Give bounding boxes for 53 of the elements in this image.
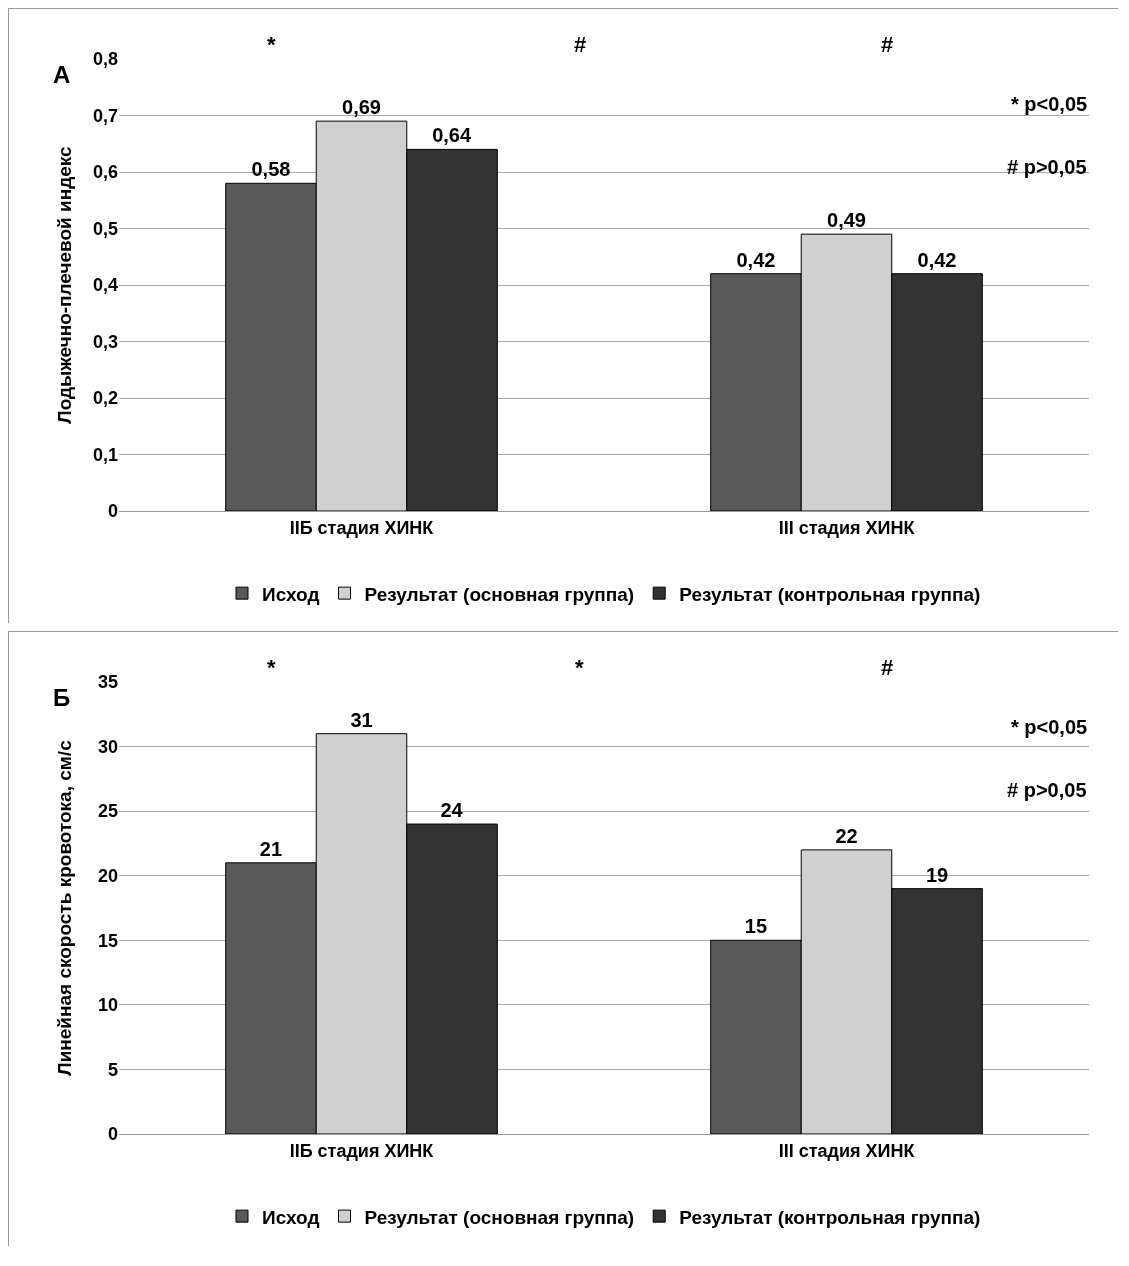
- y-axis-title: Лодыжечно-плечевой индекс: [54, 145, 75, 424]
- data-label: 19: [925, 863, 949, 886]
- x-tick-label: III стадия ХИНК: [778, 517, 916, 538]
- y-tick-label: 0,3: [92, 331, 118, 352]
- y-tick-label: 0,1: [92, 444, 118, 465]
- y-tick-label: 0: [107, 1124, 118, 1145]
- y-tick-label: 10: [97, 995, 118, 1016]
- y-tick-label: 0,5: [92, 218, 118, 239]
- legend-label: Результат (контрольная группа): [679, 583, 981, 605]
- data-label: 31: [350, 708, 373, 731]
- y-axis-title: Линейная скорость кровотока, см/с: [54, 739, 75, 1076]
- y-tick-label: 15: [97, 930, 118, 951]
- legend-label: Результат (основная группа): [364, 1206, 635, 1228]
- x-tick-label: III стадия ХИНК: [778, 1140, 916, 1161]
- data-label: 21: [259, 837, 283, 860]
- y-tick-label: 0,8: [92, 49, 118, 70]
- y-tick-label: 35: [97, 672, 118, 693]
- y-tick-label: 0,7: [92, 105, 118, 126]
- text: 0,64: [432, 124, 472, 147]
- y-tick-label: 0: [107, 501, 118, 522]
- data-label: 24: [440, 799, 464, 822]
- y-tick-label: 20: [97, 866, 118, 887]
- text: *: [267, 32, 276, 57]
- legend-label: Исход: [262, 583, 320, 605]
- y-tick-label: 0,4: [92, 275, 118, 296]
- annotation: # p>0,05: [1007, 156, 1087, 178]
- chart-title: Б: [53, 684, 71, 711]
- legend-label: Результат (контрольная группа): [679, 1206, 981, 1228]
- text: *: [267, 655, 276, 680]
- y-tick-label: 0,2: [92, 388, 118, 409]
- annotation: # p>0,05: [1007, 779, 1087, 801]
- annotation: * p<0,05: [1011, 716, 1088, 738]
- x-tick-label: IIБ стадия ХИНК: [289, 1140, 435, 1161]
- text: 0,58: [251, 158, 291, 181]
- x-tick-label: IIБ стадия ХИНК: [289, 517, 435, 538]
- text: #: [881, 32, 894, 57]
- y-tick-label: 0,6: [92, 162, 118, 183]
- chart-title: А: [53, 61, 71, 88]
- text: 0,42: [736, 248, 776, 271]
- annotation: * p<0,05: [1011, 93, 1088, 115]
- y-tick-label: 25: [97, 801, 118, 822]
- text: 0,42: [917, 248, 957, 271]
- legend-label: Результат (основная группа): [364, 583, 635, 605]
- text: #: [574, 32, 587, 57]
- text: 0,49: [827, 209, 866, 232]
- data-label: 22: [835, 824, 858, 847]
- text: #: [881, 655, 894, 680]
- text: 0,69: [342, 96, 381, 119]
- data-label: 15: [744, 915, 768, 938]
- text: *: [575, 655, 584, 680]
- y-tick-label: 5: [107, 1059, 118, 1080]
- y-tick-label: 30: [97, 736, 118, 757]
- legend-label: Исход: [262, 1206, 320, 1228]
